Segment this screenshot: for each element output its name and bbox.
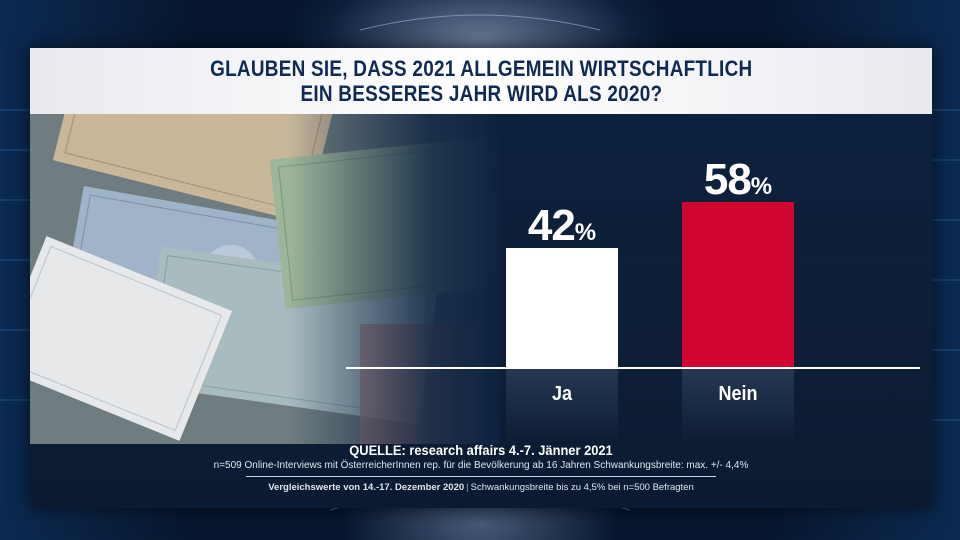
bar-ja xyxy=(506,247,618,367)
category-label-ja: Ja xyxy=(551,383,573,405)
title-line-2: EIN BESSERES JAHR WIRD ALS 2020? xyxy=(300,81,662,106)
question-title: GLAUBEN SIE, DASS 2021 ALLGEMEIN WIRTSCH… xyxy=(30,48,932,114)
column-shade-ja xyxy=(506,369,618,444)
title-line-1: GLAUBEN SIE, DASS 2021 ALLGEMEIN WIRTSCH… xyxy=(209,56,753,81)
comparison-dates: Vergleichswerte von 14.-17. Dezember 202… xyxy=(268,482,465,493)
footer-divider xyxy=(246,476,716,477)
bar-nein xyxy=(682,202,794,367)
comparison-margin: Schwankungsbreite bis zu 4,5% bei n=500 … xyxy=(470,482,694,493)
source-text: QUELLE: research affairs 4.-7. Jänner 20… xyxy=(349,442,613,458)
source-footer: QUELLE: research affairs 4.-7. Jänner 20… xyxy=(30,438,932,493)
value-label-ja: 42% xyxy=(482,200,642,250)
value-number-nein: 58 xyxy=(703,155,752,204)
bar-chart: 42% 58% Ja Nein xyxy=(30,48,932,508)
euro-banknotes-photo xyxy=(30,114,500,444)
value-unit-ja: % xyxy=(574,218,597,246)
column-shade-nein xyxy=(682,369,794,444)
value-unit-nein: % xyxy=(750,173,773,200)
value-number-ja: 42 xyxy=(527,200,576,250)
value-label-nein: 58% xyxy=(658,158,818,202)
baseline xyxy=(346,367,920,369)
methodology-note: n=509 Online-Interviews mit Österreicher… xyxy=(213,460,749,471)
category-label-nein: Nein xyxy=(718,383,758,405)
survey-panel: GLAUBEN SIE, DASS 2021 ALLGEMEIN WIRTSCH… xyxy=(30,48,932,508)
comparison-note: Vergleichswerte von 14.-17. Dezember 202… xyxy=(268,482,694,493)
